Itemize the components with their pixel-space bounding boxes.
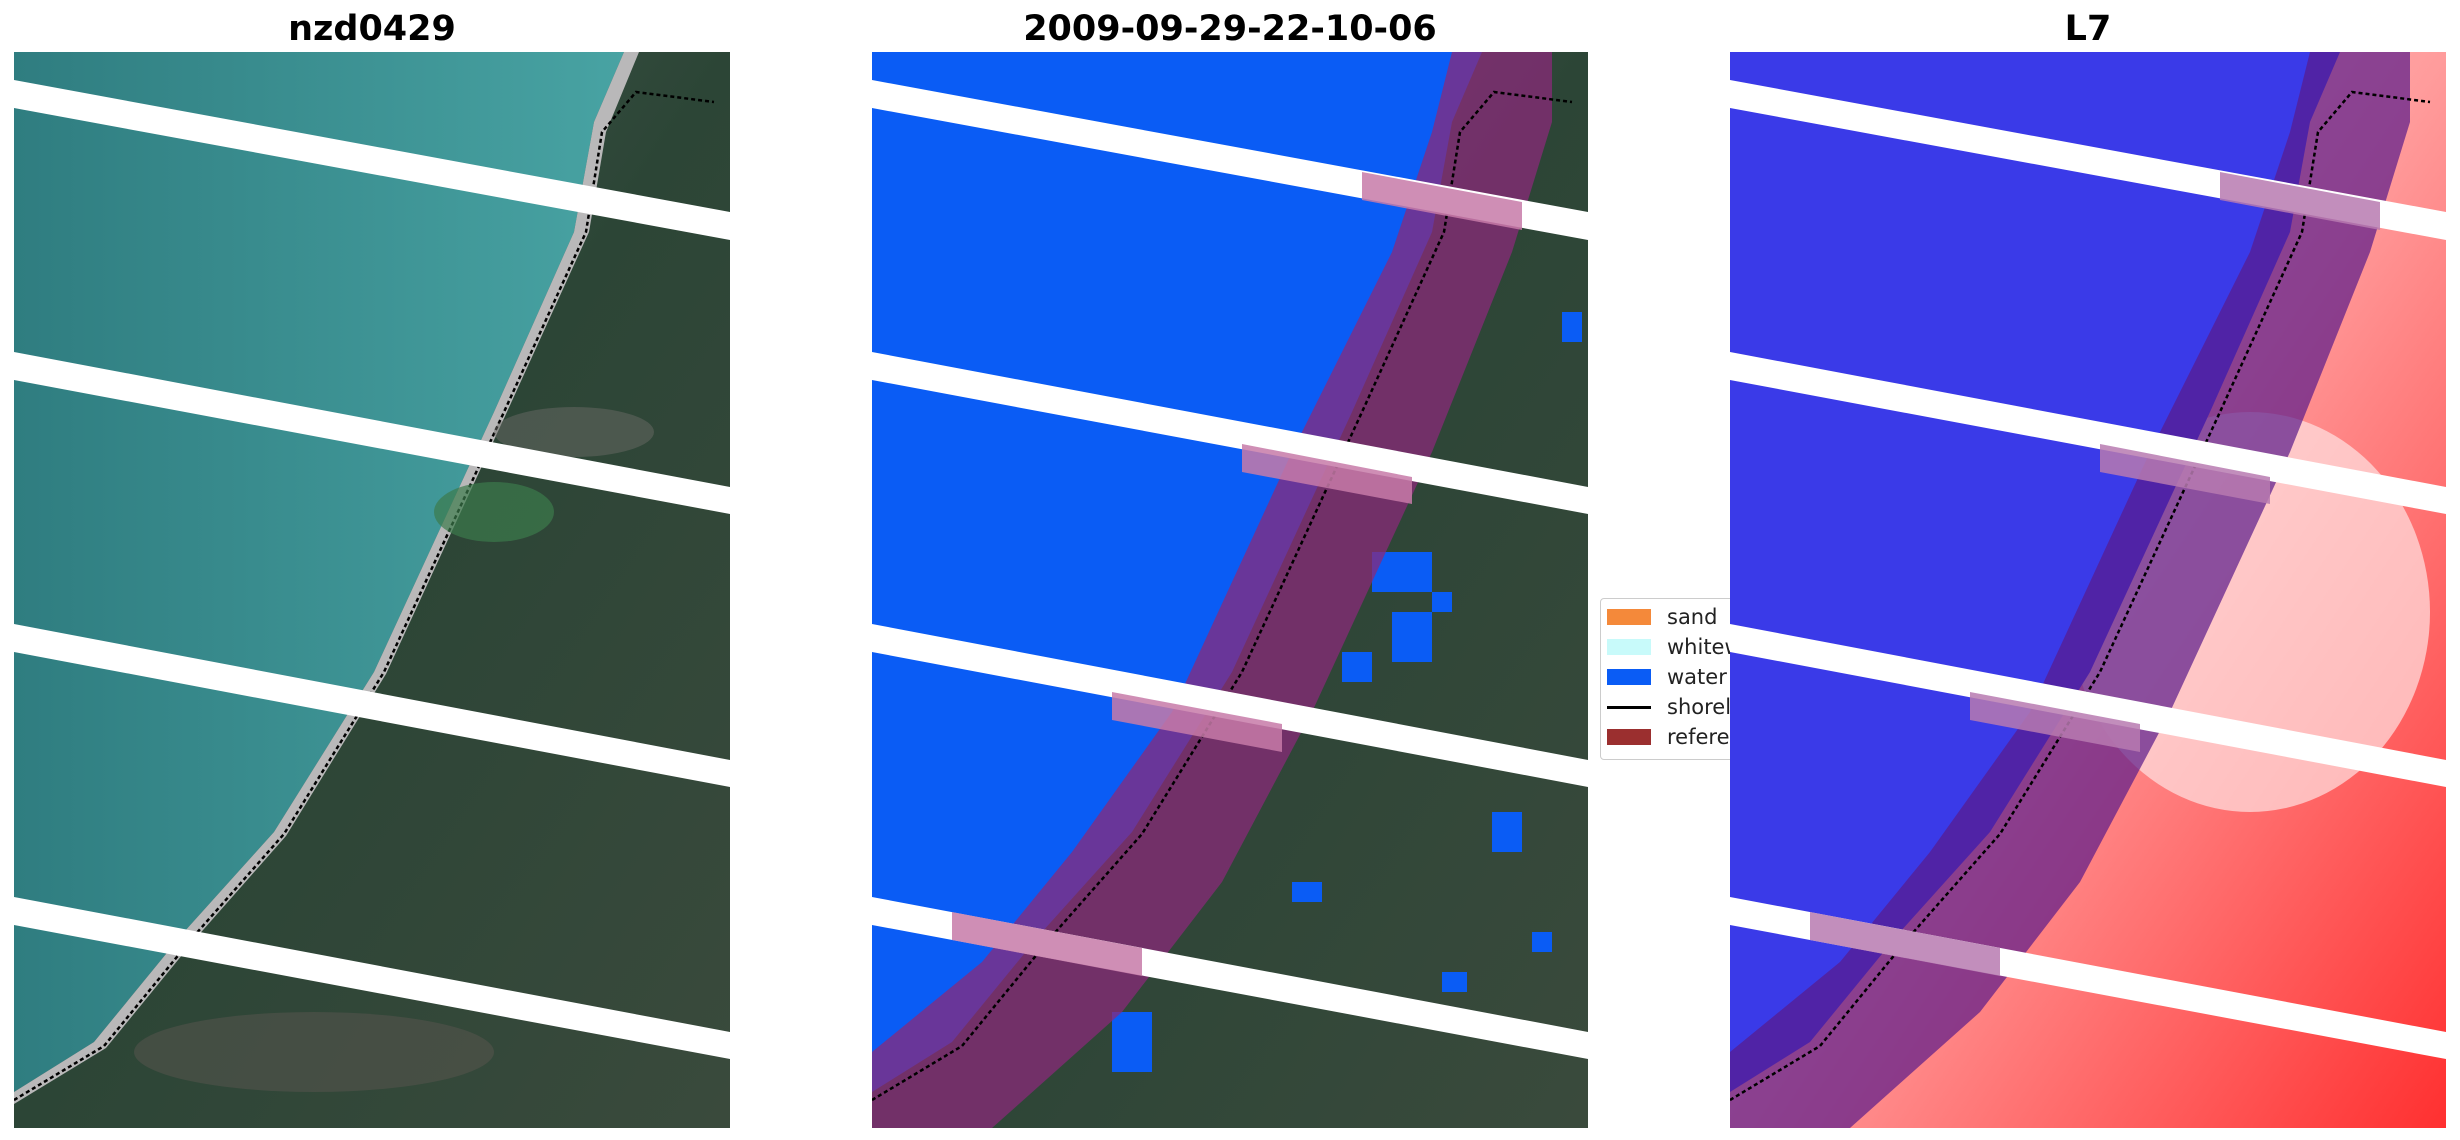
classified-image-panel — [872, 52, 1588, 1128]
rgb-satellite-image — [14, 52, 730, 1128]
ocean-area — [14, 52, 624, 1092]
river-channel — [494, 407, 654, 457]
panel-title-classified: 2009-09-29-22-10-06 — [1023, 9, 1437, 49]
legend-label: shoreline — [1667, 695, 1735, 719]
detected-shoreline — [872, 90, 1573, 1102]
water-class-area — [872, 52, 1482, 1092]
scan-line-gaps — [14, 80, 730, 1059]
classified-image — [872, 52, 1588, 1128]
panel-title-mndwi: L7 — [2064, 9, 2112, 49]
rgb-image-panel — [14, 52, 730, 1128]
shoreline-line-swatch — [1607, 706, 1651, 709]
legend-item-sand: sand — [1607, 605, 1735, 629]
sand-swatch — [1607, 609, 1651, 625]
detected-shoreline — [14, 90, 715, 1102]
panel-title-rgb: nzd0429 — [288, 9, 456, 49]
legend-label: water — [1667, 665, 1727, 689]
sand-flat — [134, 1012, 494, 1092]
reference-shoreline-buffer — [872, 52, 1552, 1128]
legend-item-water: water — [1607, 665, 1735, 689]
vegetation-patch — [434, 482, 554, 542]
water-index-area — [1730, 52, 2340, 1092]
whitewater-swatch — [1607, 639, 1651, 655]
legend-label: sand — [1667, 605, 1718, 629]
detected-shoreline — [1730, 90, 2431, 1102]
reference-buffer-swatch — [1607, 729, 1651, 745]
reference-shoreline-buffer — [1730, 52, 2410, 1128]
legend-item-reference-buffer: reference shoreline buffer — [1607, 725, 1735, 749]
inland-water-pixels — [1112, 312, 1582, 1072]
mndwi-image — [1730, 52, 2446, 1128]
legend-label: reference shoreline buffer — [1667, 725, 1735, 749]
legend-item-shoreline: shoreline — [1607, 695, 1735, 719]
water-swatch — [1607, 669, 1651, 685]
buffer-gap-overlap — [1810, 172, 2380, 976]
buffer-gap-overlap — [952, 172, 1522, 976]
mndwi-image-panel — [1730, 52, 2446, 1128]
